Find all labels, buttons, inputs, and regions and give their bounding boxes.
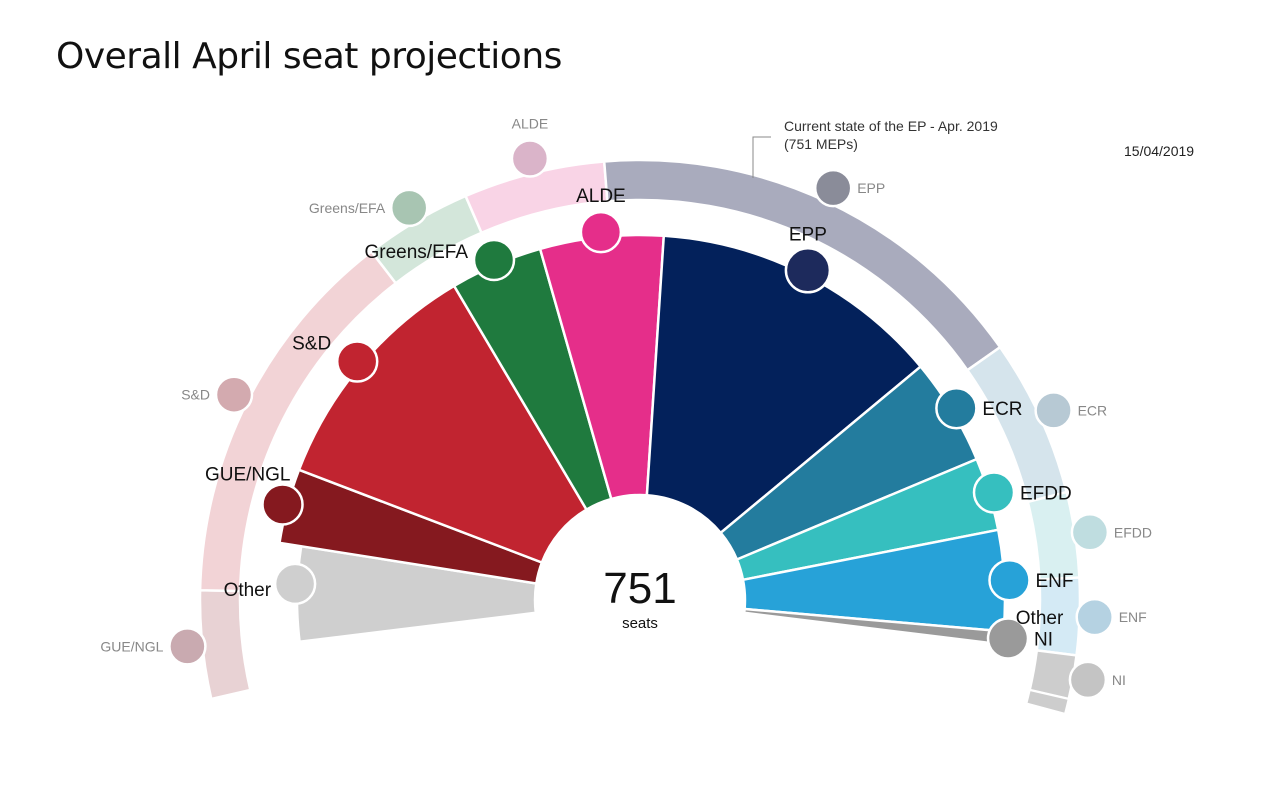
outer-slice-remainder xyxy=(1025,688,1070,716)
inner-bubble-epp-circle xyxy=(784,247,832,294)
total-seats-value: 751 xyxy=(603,564,676,613)
outer-label-ecr: ECR xyxy=(1078,402,1108,418)
inner-bubble-efdd-value: 45 xyxy=(985,0,1003,4)
inner-bubble-epp: 180 xyxy=(784,0,832,294)
outer-bubble-ni: 21 xyxy=(1068,0,1108,700)
party-labels: Other GUE/NGL S&D Greens/EFA ALDE EPP ECR EFDD E… xyxy=(100,116,1152,688)
outer-bubble-gue-ngl: 52 xyxy=(168,0,207,666)
outer-bubble-epp-circle xyxy=(813,168,853,208)
inner-label-greens-efa: Greens/EFA xyxy=(365,242,469,263)
inner-bubble-ni: 8 xyxy=(986,0,1030,660)
inner-bubble-sandd-circle xyxy=(335,340,379,383)
outer-label-ni: NI xyxy=(1112,672,1126,688)
inner-label-epp: EPP xyxy=(789,224,827,245)
inner-bubble-enf-value: 62 xyxy=(1001,0,1019,4)
outer-bubble-ecr: 76 xyxy=(1034,0,1073,430)
chart-date: 15/04/2019 xyxy=(1124,143,1195,159)
outer-bubble-epp-value: 217 xyxy=(823,0,843,3)
outer-bubble-efdd-circle xyxy=(1070,513,1110,552)
inner-label-other: Other xyxy=(224,580,272,601)
seat-value-bubbles: 6246149577618066456285218652682177641372… xyxy=(168,0,1114,700)
annotation-line-1: Current state of the EP - Apr. 2019 xyxy=(784,118,998,134)
outer-bubble-alde-value: 68 xyxy=(523,0,537,3)
outer-bubble-enf-value: 37 xyxy=(1088,0,1102,3)
outer-bubble-efdd-value: 41 xyxy=(1083,0,1097,3)
inner-label-alde: ALDE xyxy=(576,186,626,207)
outer-bubble-alde: 68 xyxy=(510,0,550,178)
inner-bubble-sandd: 149 xyxy=(335,0,379,383)
chart-title: Overall April seat projections xyxy=(56,36,562,77)
inner-bubble-efdd: 45 xyxy=(972,0,1016,514)
outer-label-other: Other xyxy=(1016,608,1064,629)
outer-bubble-efdd: 41 xyxy=(1070,0,1110,552)
inner-label-enf: ENF xyxy=(1036,571,1074,592)
current-state-annotation: Current state of the EP - Apr. 2019 (751… xyxy=(752,118,998,178)
inner-bubble-enf: 62 xyxy=(988,0,1031,602)
outer-slice-gue-ngl xyxy=(198,588,252,701)
inner-bubble-efdd-circle xyxy=(972,471,1016,514)
outer-bubble-sandd-value: 186 xyxy=(224,0,244,3)
outer-label-sandd: S&D xyxy=(181,387,210,403)
outer-bubble-ni-circle xyxy=(1068,660,1108,700)
inner-bubble-other: 62 xyxy=(273,0,317,606)
inner-bubble-ecr-circle xyxy=(935,386,978,430)
inner-bubble-greens-efa-circle xyxy=(472,238,516,282)
outer-label-enf: ENF xyxy=(1119,609,1147,625)
inner-bubble-alde-value: 76 xyxy=(592,0,610,4)
inner-bubble-greens-efa-value: 57 xyxy=(485,0,503,4)
inner-bubble-enf-circle xyxy=(988,558,1031,602)
annotation-line-2: (751 MEPs) xyxy=(784,136,858,152)
inner-bubble-greens-efa: 57 xyxy=(472,0,516,282)
outer-bubble-greens-efa-circle xyxy=(389,188,429,228)
outer-bubble-alde-circle xyxy=(510,139,550,178)
total-seats-unit: seats xyxy=(622,615,658,632)
inner-bubble-other-value: 62 xyxy=(286,0,304,4)
inner-bubble-gue-ngl-value: 46 xyxy=(274,0,292,4)
inner-bubble-ni-circle xyxy=(986,617,1030,660)
outer-bubble-ecr-value: 76 xyxy=(1047,0,1061,3)
outer-label-epp: EPP xyxy=(857,180,885,196)
inner-label-efdd: EFDD xyxy=(1020,484,1072,505)
outer-bubble-enf: 37 xyxy=(1075,0,1114,637)
outer-label-efdd: EFDD xyxy=(1114,524,1152,540)
inner-label-ni: NI xyxy=(1034,630,1053,651)
inner-bubble-gue-ngl: 46 xyxy=(261,0,304,526)
inner-bubble-gue-ngl-circle xyxy=(261,483,304,526)
inner-bubble-other-circle xyxy=(273,562,317,606)
inner-bubble-ni-value: 8 xyxy=(1004,0,1013,4)
outer-label-gue-ngl: GUE/NGL xyxy=(100,638,163,654)
outer-bubble-epp: 217 xyxy=(813,0,853,208)
outer-bubble-gue-ngl-circle xyxy=(168,627,207,666)
inner-bubble-epp-value: 180 xyxy=(795,0,822,4)
current-seats-ring xyxy=(198,158,1082,716)
inner-bubble-alde-circle xyxy=(579,210,623,254)
outer-bubble-gue-ngl-value: 52 xyxy=(181,0,195,3)
outer-bubble-greens-efa: 52 xyxy=(389,0,429,228)
inner-label-sandd: S&D xyxy=(292,334,331,355)
annotation-bracket-line xyxy=(752,136,771,178)
projected-seats-ring xyxy=(278,233,1007,646)
outer-label-alde: ALDE xyxy=(512,116,549,132)
outer-bubble-ecr-circle xyxy=(1034,391,1073,430)
outer-bubble-ni-value: 21 xyxy=(1081,0,1095,3)
inner-bubble-ecr: 66 xyxy=(935,0,978,430)
inner-bubble-alde: 76 xyxy=(579,0,623,254)
inner-bubble-sandd-value: 149 xyxy=(344,0,371,4)
inner-label-ecr: ECR xyxy=(982,399,1022,420)
outer-label-greens-efa: Greens/EFA xyxy=(309,200,386,216)
inner-label-gue-ngl: GUE/NGL xyxy=(205,465,291,486)
outer-bubble-enf-circle xyxy=(1075,597,1114,637)
inner-bubble-ecr-value: 66 xyxy=(948,0,966,4)
inner-slice-epp xyxy=(645,234,923,535)
outer-bubble-sandd: 186 xyxy=(214,0,254,414)
outer-bubble-sandd-circle xyxy=(214,375,254,414)
center-total: 751 seats xyxy=(603,564,676,632)
outer-bubble-greens-efa-value: 52 xyxy=(403,0,417,3)
